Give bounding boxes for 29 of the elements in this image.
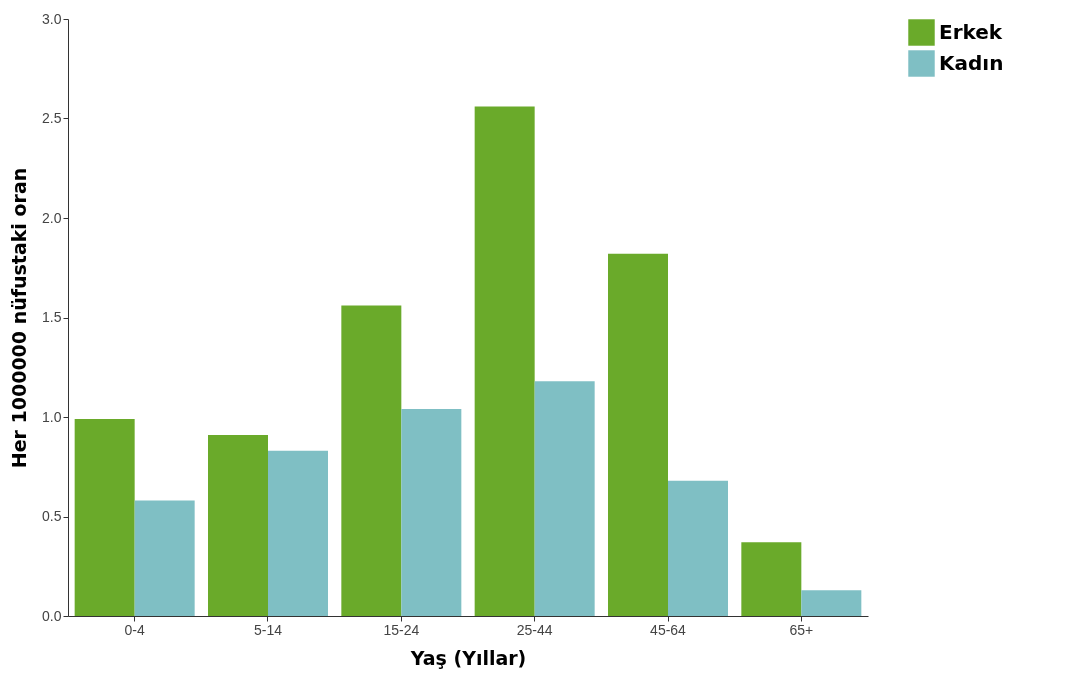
y-tick-label: 0.5 <box>42 508 62 524</box>
legend-label: Kadın <box>939 50 1004 75</box>
y-axis-title: Her 1000000 nüfustaki oran <box>8 167 31 469</box>
x-tick-label: 45-64 <box>650 621 687 638</box>
y-tick-label: 0.0 <box>42 607 62 624</box>
x-axis-title: Yaş (Yıllar) <box>409 646 527 669</box>
y-tick-label: 2.5 <box>42 110 62 126</box>
x-tick-label: 5-14 <box>253 621 283 638</box>
bar <box>74 418 135 616</box>
x-tick-label: 65+ <box>789 621 814 638</box>
bar <box>608 253 668 616</box>
bar <box>534 381 595 616</box>
bar <box>668 480 728 616</box>
bar <box>401 409 462 616</box>
bar <box>268 450 328 616</box>
y-tick-label: 3.0 <box>42 10 62 27</box>
bar <box>741 542 802 616</box>
bar <box>134 500 195 616</box>
x-tick-label: 25-44 <box>516 621 553 638</box>
bar <box>474 106 535 616</box>
y-tick-label: 1.5 <box>42 309 62 325</box>
legend-label: Erkek <box>939 19 1003 44</box>
y-tick-label: 1.0 <box>42 408 62 425</box>
bar <box>801 590 862 616</box>
y-tick-label: 2.0 <box>42 209 62 226</box>
bar <box>208 434 268 616</box>
x-tick-label: 15-24 <box>383 621 420 638</box>
x-tick-label: 0-4 <box>124 621 145 638</box>
bar <box>341 305 402 616</box>
